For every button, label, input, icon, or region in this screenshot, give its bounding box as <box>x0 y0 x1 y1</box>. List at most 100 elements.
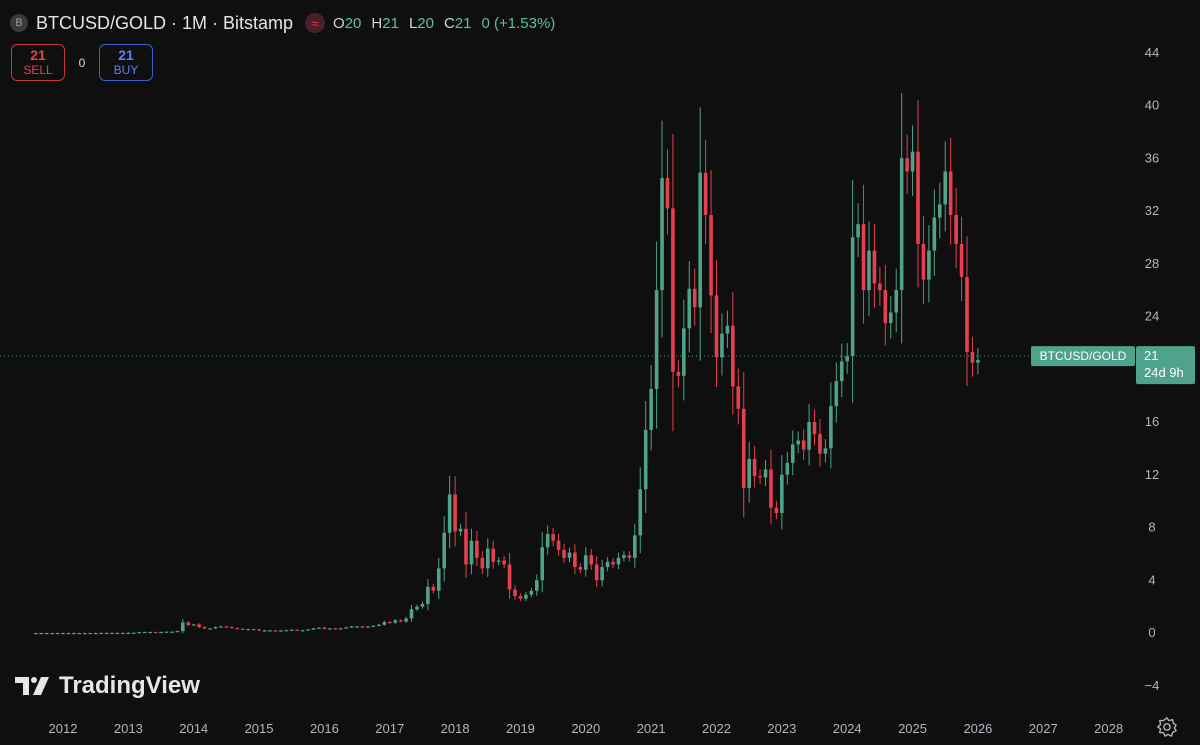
y-tick-label: 40 <box>1145 98 1159 113</box>
y-tick-label: 12 <box>1145 467 1159 482</box>
candle-body <box>562 549 566 558</box>
candle-body <box>88 633 93 635</box>
candle-body <box>551 534 555 541</box>
candle-body <box>268 630 272 632</box>
chart-header: B BTCUSD/GOLD · 1M · Bitstamp ≈ O20 H21 … <box>10 8 555 38</box>
candle-body <box>273 630 278 632</box>
x-tick-label: 2023 <box>767 721 796 736</box>
wave-icon[interactable]: ≈ <box>305 13 326 33</box>
y-tick-label: 32 <box>1145 203 1159 218</box>
candle-body <box>959 243 964 277</box>
candle-body <box>485 548 490 569</box>
buy-price: 21 <box>118 46 134 63</box>
candle-body <box>769 469 773 508</box>
candle-body <box>976 360 980 363</box>
buy-button[interactable]: 21 BUY <box>99 44 153 81</box>
candle-body <box>633 535 637 558</box>
candle-body <box>104 632 109 635</box>
candle-body <box>567 552 572 558</box>
x-tick-label: 2022 <box>702 721 731 736</box>
candle-body <box>692 288 697 308</box>
candle-body <box>513 589 517 597</box>
candle-body <box>39 633 44 635</box>
candle-body <box>752 458 757 477</box>
candle-body <box>905 158 909 172</box>
x-tick-label: 2026 <box>963 721 992 736</box>
candle-body <box>921 243 926 280</box>
x-tick-label: 2024 <box>833 721 862 736</box>
candle-body <box>338 628 343 630</box>
candle-body <box>491 548 496 562</box>
candle-body <box>720 333 724 358</box>
symbol-title[interactable]: BTCUSD/GOLD · 1M · Bitstamp <box>36 12 294 33</box>
ohlc-values: O20 H21 L20 C21 0 (+1.53%) <box>333 15 555 32</box>
candle-body <box>72 633 76 635</box>
candle-body <box>126 632 131 634</box>
candle-body <box>801 440 806 450</box>
candle-body <box>578 567 583 570</box>
x-tick-label: 2028 <box>1094 721 1123 736</box>
candle-body <box>115 632 120 635</box>
candle-body <box>360 626 365 628</box>
candle-body <box>823 448 828 454</box>
candle-body <box>257 629 261 631</box>
candle-body <box>344 627 348 629</box>
candle-body <box>943 171 948 205</box>
candle-body <box>622 555 626 558</box>
candle-body <box>872 250 877 284</box>
candle-body <box>110 632 114 635</box>
candle-body <box>159 631 163 634</box>
candle-body <box>355 626 359 628</box>
ohlc-open: O20 <box>333 14 362 32</box>
candle-body <box>524 594 528 599</box>
candle-body <box>317 627 321 629</box>
tradingview-logo[interactable]: TradingView <box>15 672 200 700</box>
candle-body <box>131 632 136 634</box>
price-tag-value: 21 <box>1144 348 1158 363</box>
price-axis[interactable]: −4048121620242832364044 <box>1145 45 1160 693</box>
candle-body <box>137 632 142 634</box>
candle-body <box>240 628 245 630</box>
y-tick-label: 0 <box>1148 625 1155 640</box>
candle-body <box>556 540 561 550</box>
candle-body <box>600 567 604 581</box>
symbol-logo-icon[interactable]: B <box>10 14 28 32</box>
y-tick-label: 24 <box>1145 309 1159 324</box>
candle-body <box>703 172 708 215</box>
x-tick-label: 2013 <box>114 721 143 736</box>
time-axis[interactable]: 2012 2013 2014 2015 2016 2017 2018 2019 2020 2021… <box>49 721 1124 736</box>
candle-body <box>660 178 664 291</box>
candle-body <box>643 429 648 490</box>
candle-body <box>687 288 692 329</box>
candle-body <box>453 494 457 532</box>
candle-body <box>807 422 811 450</box>
candle-body <box>382 622 387 625</box>
candle-body <box>66 633 71 635</box>
candle-body <box>262 630 267 632</box>
sell-button[interactable]: 21 SELL <box>11 44 65 81</box>
candle-body <box>55 633 60 635</box>
candle-body <box>371 625 376 627</box>
candle-body <box>442 532 447 569</box>
candle-body <box>665 178 670 209</box>
candle-body <box>447 494 452 533</box>
candle-body <box>534 580 539 591</box>
candle-body <box>213 627 218 629</box>
candle-body <box>181 622 185 632</box>
settings-gear-icon[interactable] <box>1156 716 1178 738</box>
candle-body <box>714 295 719 358</box>
tradingview-logo-text: TradingView <box>59 672 200 699</box>
candle-body <box>393 620 397 623</box>
candle-body <box>322 627 327 629</box>
candle-body <box>235 627 240 630</box>
y-tick-label: 44 <box>1145 45 1159 60</box>
candle-body <box>829 406 833 449</box>
candle-body <box>709 214 713 296</box>
candle-body <box>850 237 855 357</box>
candle-body <box>328 628 332 630</box>
candle-body <box>818 433 822 454</box>
candle-body <box>731 325 735 387</box>
candle-body <box>888 312 893 324</box>
candle-body <box>529 590 534 595</box>
